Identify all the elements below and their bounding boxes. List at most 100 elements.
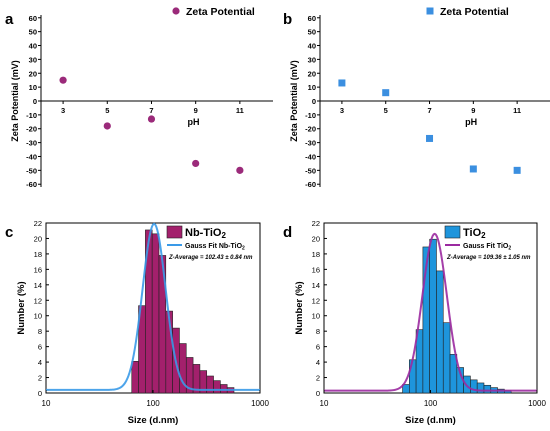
x-tick-label: 5 [105,106,109,115]
y-tick-label: 10 [29,83,37,92]
panel-label-a: a [5,11,14,28]
y-axis-title: Number (%) [294,281,305,334]
y-tick-label: 14 [312,281,320,290]
y-tick-label: 16 [34,265,42,274]
legend-sample-label: Nb-TiO2 [185,227,226,240]
y-tick-label: 4 [38,358,42,367]
data-point [147,115,156,123]
y-axis-title: Zeta Potential (mV) [289,60,299,142]
z-average-annotation: Z-Average = 109.36 ± 1.05 nm [446,255,531,261]
data-point [513,166,521,174]
histogram-bar [220,384,228,394]
legend-label: Zeta Potential [186,6,255,18]
y-tick-label: 40 [29,42,37,51]
legend-sample-subscript: 2 [221,231,226,240]
y-tick-label: 16 [312,265,320,274]
x-tick-label: 10 [42,399,51,408]
legend-marker [426,7,434,15]
histogram-bar [131,361,139,394]
x-tick-label: 7 [427,106,431,115]
data-point [382,89,390,97]
legend-sample-text: TiO [463,227,482,239]
x-tick-label: 100 [424,399,438,408]
histogram-bar [436,270,444,394]
panel-label-d: d [283,224,292,241]
histogram-bar [429,238,437,394]
y-tick-label: -60 [305,180,316,189]
y-tick-label: 22 [312,219,320,228]
panel-label-c: c [5,224,13,241]
data-point [338,79,346,87]
y-tick-label: 12 [312,296,320,305]
y-tick-label: 30 [29,55,37,64]
y-tick-label: -60 [26,180,37,189]
y-tick-label: -50 [305,166,316,175]
data-point [236,166,244,174]
gauss-fit-curve [46,222,260,391]
y-tick-label: -10 [26,111,37,120]
y-tick-label: 8 [316,327,320,336]
y-tick-label: 20 [308,69,316,78]
panel-b: b 60 50 40 30 20 10 0 -10 -20 -30 -40 -50 -60 3 5 7 9 11 p… [283,6,550,189]
gauss-fit-curve [324,232,537,392]
x-tick-label: 3 [340,106,344,115]
x-tick-label: 9 [471,106,475,115]
y-tick-label: 10 [34,312,42,321]
data-point [59,76,67,84]
legend-fit-label: Gauss Fit Nb-TiO2 [185,243,245,252]
y-tick-label: -40 [305,152,316,161]
y-tick-label: 8 [38,327,42,336]
x-tick-label: 10 [320,399,329,408]
y-tick-label: 14 [34,281,42,290]
histogram-bar [483,384,492,394]
y-tick-label: 10 [308,83,316,92]
x-axis-title: Size (d.nm) [405,415,456,426]
data-point [103,122,111,130]
y-tick-label: 22 [34,219,42,228]
x-tick-label: 11 [236,106,244,115]
legend-bar-swatch [166,225,183,239]
y-tick-label: 18 [34,250,42,259]
x-tick-label: 3 [61,106,65,115]
legend-label: Zeta Potential [440,6,509,18]
y-tick-label: -50 [26,166,37,175]
y-tick-label: 20 [34,234,42,243]
y-tick-label: 0 [316,389,320,398]
y-tick-label: 20 [312,234,320,243]
y-tick-label: -30 [305,139,316,148]
x-tick-label: 1000 [251,399,269,408]
y-tick-label: 18 [312,250,320,259]
histogram-bar [213,380,221,394]
x-tick-label: 7 [149,106,153,115]
y-tick-label: 0 [38,389,42,398]
legend-sample-subscript: 2 [481,231,486,240]
x-tick-label: 11 [513,106,521,115]
x-axis-title: Size (d.nm) [128,415,179,426]
panel-label-b: b [283,11,292,28]
y-axis-title: Zeta Potential (mV) [10,60,20,142]
histogram-bar [151,233,160,394]
legend-fit-text: Gauss Fit TiO [463,243,509,250]
legend-marker [172,7,180,15]
y-tick-label: -10 [305,111,316,120]
x-tick-label: 5 [384,106,388,115]
y-tick-label: 40 [308,42,316,51]
y-tick-label: 12 [34,296,42,305]
x-tick-label: 9 [194,106,198,115]
y-tick-label: -40 [26,152,37,161]
y-axis-title: Number (%) [16,281,27,334]
y-tick-label: 50 [29,28,37,37]
data-point [426,134,434,142]
legend-sample-label: TiO2 [463,227,486,240]
y-tick-label: 2 [316,374,320,383]
legend-sample-text: Nb-TiO [185,227,222,239]
x-tick-label: 100 [146,399,160,408]
histogram-bar [409,359,417,394]
y-tick-label: 60 [308,14,316,23]
legend-fit-subscript: 2 [508,246,511,252]
y-tick-label: 4 [316,358,320,367]
data-point [192,159,200,168]
y-tick-label: 60 [29,14,37,23]
